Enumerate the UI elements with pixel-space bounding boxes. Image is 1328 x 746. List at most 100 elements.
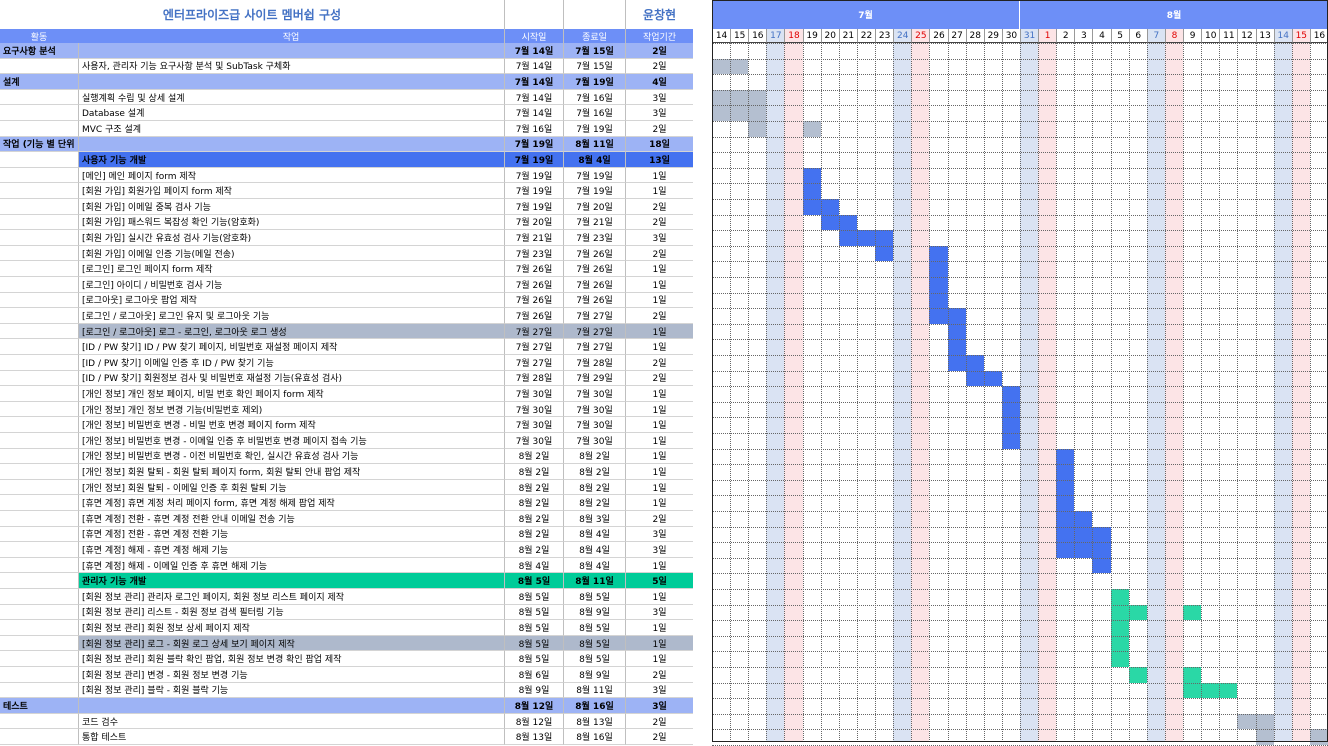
- gantt-bar[interactable]: [1056, 479, 1075, 496]
- day-header-cell[interactable]: 9: [1183, 29, 1202, 43]
- task-cell[interactable]: 관리자 기능 개발: [78, 573, 504, 589]
- activity-cell[interactable]: [0, 495, 78, 511]
- duration-cell[interactable]: 1일: [625, 417, 693, 433]
- activity-cell[interactable]: [0, 324, 78, 340]
- start-date-cell[interactable]: 7월 30일: [504, 417, 563, 433]
- activity-cell[interactable]: [0, 105, 78, 121]
- duration-cell[interactable]: 1일: [625, 635, 693, 652]
- day-header-cell[interactable]: 26: [929, 29, 948, 43]
- day-header-cell[interactable]: 16: [1309, 29, 1328, 43]
- end-date-cell[interactable]: 7월 19일: [563, 121, 625, 137]
- task-cell[interactable]: [회원 정보 관리] 회원 정보 상세 페이지 제작: [78, 620, 504, 636]
- duration-cell[interactable]: 1일: [625, 557, 693, 574]
- activity-cell[interactable]: [0, 183, 78, 199]
- duration-cell[interactable]: 3일: [625, 682, 693, 699]
- activity-cell[interactable]: [0, 527, 78, 543]
- duration-cell[interactable]: 3일: [625, 526, 693, 543]
- duration-cell[interactable]: 2일: [625, 245, 693, 262]
- task-cell[interactable]: 실행계획 수립 및 상세 설계: [78, 89, 504, 106]
- task-cell[interactable]: [회원 가입] 패스워드 복잡성 확인 기능(암호화): [78, 214, 504, 231]
- end-date-cell[interactable]: 7월 15일: [563, 43, 625, 59]
- start-date-cell[interactable]: 7월 14일: [504, 74, 563, 90]
- day-header-cell[interactable]: 4: [1092, 29, 1111, 43]
- duration-cell[interactable]: 1일: [625, 277, 693, 293]
- day-header-cell[interactable]: 22: [856, 29, 876, 43]
- gantt-bar[interactable]: [929, 245, 948, 262]
- start-date-cell[interactable]: 7월 19일: [504, 167, 563, 184]
- end-date-cell[interactable]: 7월 30일: [563, 401, 625, 418]
- task-cell[interactable]: MVC 구조 설계: [78, 121, 504, 137]
- activity-cell[interactable]: [0, 667, 78, 683]
- duration-cell[interactable]: 1일: [625, 495, 693, 511]
- start-date-cell[interactable]: 8월 2일: [504, 479, 563, 496]
- task-cell[interactable]: [휴면 계정] 해제 - 휴면 계정 해제 기능: [78, 542, 504, 558]
- day-header-cell[interactable]: 11: [1219, 29, 1238, 43]
- day-header-cell[interactable]: 28: [965, 29, 984, 43]
- end-date-cell[interactable]: 7월 15일: [563, 58, 625, 75]
- end-date-cell[interactable]: 7월 16일: [563, 89, 625, 106]
- task-cell[interactable]: [회원 정보 관리] 블락 - 회원 블락 기능: [78, 682, 504, 699]
- task-cell[interactable]: [78, 74, 504, 90]
- task-cell[interactable]: [로그인] 아이디 / 비밀번호 검사 기능: [78, 277, 504, 293]
- start-date-cell[interactable]: 8월 5일: [504, 604, 563, 621]
- activity-cell[interactable]: [0, 417, 78, 433]
- task-cell[interactable]: [78, 698, 504, 714]
- gantt-bar[interactable]: [929, 261, 948, 277]
- duration-cell[interactable]: 2일: [625, 667, 693, 683]
- duration-cell[interactable]: 3일: [625, 542, 693, 558]
- end-date-cell[interactable]: 8월 2일: [563, 495, 625, 511]
- blank-header-cell[interactable]: [504, 0, 563, 29]
- task-cell[interactable]: [ID / PW 찾기] ID / PW 찾기 페이지, 비밀번호 재설정 페이…: [78, 339, 504, 355]
- gantt-bar[interactable]: [712, 105, 767, 121]
- task-cell[interactable]: 통합 테스트: [78, 729, 504, 745]
- day-header-cell[interactable]: 21: [838, 29, 857, 43]
- end-date-cell[interactable]: 7월 27일: [563, 339, 625, 355]
- end-date-cell[interactable]: 7월 30일: [563, 417, 625, 433]
- start-date-cell[interactable]: 8월 2일: [504, 464, 563, 480]
- duration-cell[interactable]: 1일: [625, 401, 693, 418]
- start-date-cell[interactable]: 8월 2일: [504, 542, 563, 558]
- activity-cell[interactable]: [0, 246, 78, 262]
- end-date-cell[interactable]: 7월 21일: [563, 214, 625, 231]
- day-header-cell[interactable]: 16: [748, 29, 767, 43]
- task-cell[interactable]: [회원 정보 관리] 리스트 - 회원 정보 검색 필터링 기능: [78, 604, 504, 621]
- start-date-cell[interactable]: 7월 26일: [504, 308, 563, 324]
- start-date-cell[interactable]: 8월 5일: [504, 589, 563, 605]
- gantt-bar[interactable]: [1183, 682, 1238, 699]
- duration-cell[interactable]: 2일: [625, 713, 693, 730]
- month-header-july[interactable]: 7월: [712, 0, 1019, 29]
- duration-cell[interactable]: 3일: [625, 230, 693, 246]
- activity-cell[interactable]: [0, 355, 78, 371]
- day-header-cell[interactable]: 14: [1273, 29, 1292, 43]
- end-date-cell[interactable]: 8월 11일: [563, 682, 625, 699]
- duration-cell[interactable]: 3일: [625, 89, 693, 106]
- gantt-bar[interactable]: [947, 355, 984, 371]
- duration-cell[interactable]: 1일: [625, 589, 693, 605]
- gantt-bar[interactable]: [1183, 604, 1202, 621]
- task-cell[interactable]: [휴면 계정] 휴면 계정 처리 페이지 form, 휴면 계정 해제 팝업 제…: [78, 495, 504, 511]
- day-header-cell[interactable]: 31: [1020, 29, 1039, 43]
- task-cell[interactable]: [개인 정보] 개인 정보 변경 기능(비밀번호 제외): [78, 401, 504, 418]
- end-date-cell[interactable]: 7월 28일: [563, 355, 625, 371]
- duration-cell[interactable]: 2일: [625, 43, 693, 59]
- duration-cell[interactable]: 2일: [625, 308, 693, 324]
- gantt-bar[interactable]: [802, 121, 821, 137]
- duration-cell[interactable]: 13일: [625, 152, 693, 168]
- gantt-bar[interactable]: [1001, 386, 1020, 402]
- start-date-cell[interactable]: 8월 5일: [504, 651, 563, 667]
- start-date-cell[interactable]: 7월 26일: [504, 261, 563, 277]
- task-cell[interactable]: [개인 정보] 개인 정보 페이지, 비밀 번호 확인 페이지 form 제작: [78, 386, 504, 402]
- duration-cell[interactable]: 1일: [625, 323, 693, 340]
- end-date-cell[interactable]: 8월 4일: [563, 152, 625, 168]
- duration-cell[interactable]: 1일: [625, 339, 693, 355]
- activity-cell[interactable]: [0, 729, 78, 745]
- activity-cell[interactable]: [0, 464, 78, 480]
- start-date-cell[interactable]: 7월 20일: [504, 214, 563, 231]
- gantt-bar[interactable]: [1056, 495, 1075, 511]
- project-title[interactable]: 엔터프라이즈급 사이트 멤버쉽 구성: [162, 8, 342, 22]
- day-header-cell[interactable]: 13: [1255, 29, 1274, 43]
- gantt-bar[interactable]: [712, 89, 767, 106]
- gantt-bar[interactable]: [1110, 651, 1129, 667]
- activity-cell[interactable]: [0, 714, 78, 730]
- duration-cell[interactable]: 5일: [625, 573, 693, 589]
